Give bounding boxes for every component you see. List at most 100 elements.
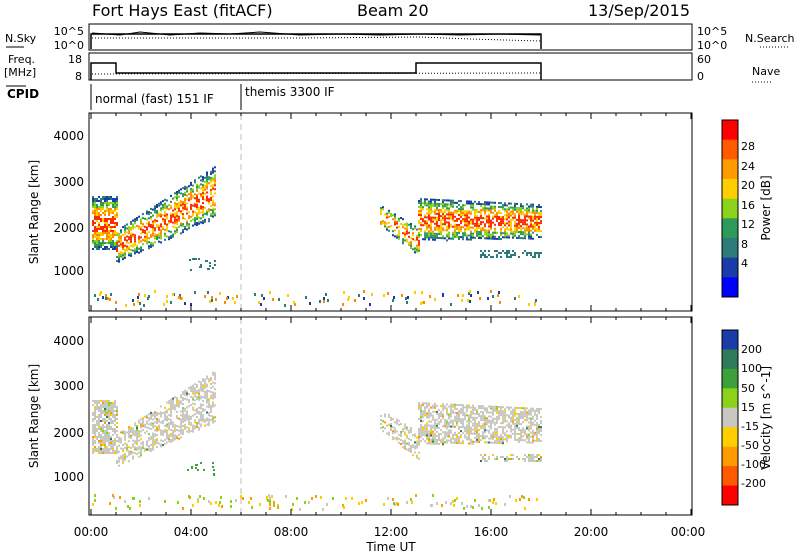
echo-cell (94, 236, 96, 238)
echo-cell (452, 225, 454, 228)
echo-cell (170, 404, 172, 407)
echo-cell (168, 438, 170, 441)
echo-cell (498, 436, 500, 438)
echo-cell (136, 425, 138, 427)
echo-cell (214, 182, 216, 185)
echo-cell (204, 420, 206, 423)
echo-cell (148, 445, 150, 448)
echo-cell (168, 424, 170, 427)
echo-cell (476, 216, 478, 219)
echo-cell (506, 234, 508, 237)
nave-label: Nave (752, 65, 780, 78)
echo-cell (422, 430, 424, 433)
echo-cell (476, 210, 478, 213)
echo-cell (215, 298, 217, 301)
echo-cell (132, 429, 134, 432)
echo-cell (526, 209, 528, 212)
echo-cell (114, 420, 116, 422)
power-colorbar: 28 24 20 16 12 8 4 Power [dB] (721, 119, 773, 298)
echo-cell (98, 416, 100, 418)
echo-cell (134, 250, 136, 253)
echo-cell (484, 217, 486, 220)
echo-cell (532, 215, 534, 218)
echo-cell (114, 226, 116, 228)
colorbar-band (722, 485, 738, 506)
echo-cell (540, 212, 542, 215)
echo-cell (394, 219, 396, 222)
echo-cell (178, 296, 180, 299)
echo-cell (209, 265, 211, 267)
echo-cell (498, 410, 500, 412)
echo-cell (520, 221, 522, 224)
echo-cell (398, 235, 400, 238)
colorbar-band (722, 407, 738, 428)
echo-cell (486, 256, 488, 258)
echo-cell (528, 209, 530, 212)
echo-cell (512, 232, 514, 235)
echo-cell (196, 424, 198, 426)
echo-cell (210, 404, 212, 407)
echo-cell (410, 245, 412, 247)
echo-cell (506, 256, 508, 258)
echo-cell (146, 236, 148, 239)
echo-cell (96, 248, 98, 250)
echo-cell (92, 204, 94, 206)
echo-cell (430, 428, 432, 431)
echo-cell (516, 456, 518, 458)
echo-cell (442, 415, 444, 418)
echo-cell (484, 225, 486, 228)
echo-cell (512, 414, 514, 417)
echo-cell (432, 238, 434, 241)
echo-cell (202, 208, 204, 211)
echo-cell (406, 442, 408, 445)
echo-cell (406, 230, 408, 233)
echo-cell (432, 234, 434, 237)
echo-cell (371, 293, 373, 296)
echo-cell (538, 412, 540, 414)
echo-cell (458, 432, 460, 434)
echo-cell (108, 450, 110, 452)
echo-cell (462, 214, 464, 217)
echo-cell (394, 223, 396, 226)
echo-cell (510, 230, 512, 233)
echo-cell (440, 439, 442, 442)
echo-cell (182, 225, 184, 228)
echo-cell (144, 423, 146, 426)
echo-cell (526, 233, 528, 236)
echo-cell (152, 424, 154, 427)
colorbar-band (722, 218, 738, 239)
echo-cell (172, 429, 174, 432)
echo-cell (476, 424, 478, 427)
echo-cell (530, 458, 532, 460)
echo-cell (178, 433, 180, 436)
echo-cell (208, 414, 210, 417)
echo-cell (108, 212, 110, 214)
echo-cell (212, 391, 214, 394)
echo-cell (494, 423, 496, 426)
echo-cell (342, 303, 344, 306)
echo-cell (124, 232, 126, 235)
echo-cell (538, 460, 540, 462)
echo-cell (166, 435, 168, 438)
echo-cell (138, 419, 140, 422)
echo-cell (172, 221, 174, 224)
echo-cell (492, 435, 494, 438)
echo-cell (120, 431, 122, 434)
echo-cell (184, 413, 186, 416)
echo-cell (420, 216, 422, 219)
echo-cell (230, 505, 232, 508)
echo-cell (154, 415, 156, 418)
echo-cell (100, 434, 102, 436)
echo-cell (464, 222, 466, 225)
echo-cell (476, 220, 478, 223)
echo-cell (394, 221, 396, 224)
echo-cell (154, 211, 156, 214)
echo-cell (96, 232, 98, 234)
echo-cell (164, 500, 166, 503)
echo-cell (458, 200, 460, 202)
echo-cell (492, 235, 494, 238)
echo-cell (272, 298, 274, 301)
echo-cell (190, 403, 192, 406)
echo-cell (170, 220, 172, 223)
echo-cell (190, 417, 192, 420)
